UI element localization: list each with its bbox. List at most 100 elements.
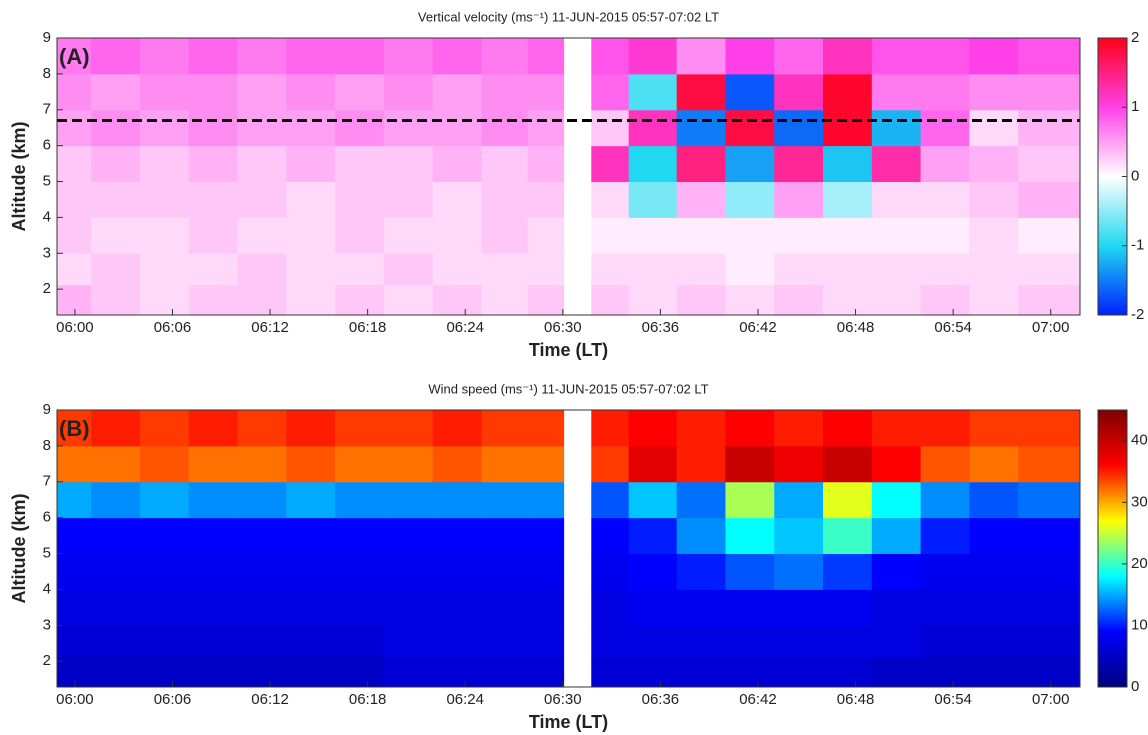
heatmap-cell [774,217,824,254]
heatmap-cell [725,481,775,519]
heatmap-cell [823,517,873,555]
heatmap-cell [481,410,529,447]
heatmap-cell [725,625,775,658]
heatmap-cell [591,217,630,254]
heatmap-cell [286,481,336,519]
heatmap-cell [871,481,922,519]
heatmap-cell [286,589,336,626]
heatmap-cell [91,253,141,286]
heatmap-cell [432,481,482,519]
heatmap-cell [1018,181,1081,218]
heatmap-cell [527,481,565,519]
heatmap-cell [237,181,287,218]
heatmap-cell [920,445,970,483]
heatmap-cell [920,217,970,254]
heatmap-cell [335,589,385,626]
heatmap-cell [527,517,565,555]
heatmap-cell [1018,253,1081,286]
heatmap-cell [335,481,385,519]
heatmap-cell [432,553,482,590]
heatmap-cell [139,145,190,183]
heatmap-cell [527,445,565,483]
colorbar-tick-label: 10 [1131,616,1148,633]
heatmap-cell [676,553,726,590]
heatmap-cell [432,73,482,111]
heatmap-cell [969,625,1019,658]
heatmap-cell [335,181,385,218]
heatmap-cell [527,181,565,218]
heatmap-cell [383,284,434,316]
heatmap-cell [481,217,529,254]
x-tick-label: 06:00 [56,691,94,708]
heatmap-cell [139,284,190,316]
heatmap-cell [432,253,482,286]
heatmap-cell [1018,445,1081,483]
heatmap-cell [432,410,482,447]
heatmap-cell [237,481,287,519]
heatmap-cell [969,517,1019,555]
heatmap-cell [139,481,190,519]
heatmap-cell [237,253,287,286]
heatmap-cell [676,145,726,183]
y-tick-label: 4 [43,580,51,597]
x-tick-label: 06:06 [154,691,192,708]
heatmap-cell [969,109,1019,147]
heatmap-cell [91,109,141,147]
heatmap-cell [139,625,190,658]
heatmap-cell [628,625,678,658]
y-tick-label: 5 [43,172,51,189]
heatmap-cell [591,625,630,658]
heatmap-cell [774,145,824,183]
heatmap-cell [823,481,873,519]
heatmap-cell [481,656,529,688]
heatmap-cell [481,445,529,483]
heatmap-cell [591,517,630,555]
heatmap-cell [527,38,565,75]
heatmap-cell [286,217,336,254]
heatmap-cell [871,625,922,658]
heatmap-cell [139,517,190,555]
x-tick-label: 07:00 [1032,319,1070,336]
heatmap-cell [383,181,434,218]
x-tick-label: 06:24 [446,319,484,336]
heatmap-cell [1018,553,1081,590]
x-tick-label: 06:12 [251,691,289,708]
heatmap-cell [335,284,385,316]
heatmap-cell [871,589,922,626]
x-axis-label: Time (LT) [529,340,608,360]
x-tick-label: 06:48 [837,319,875,336]
heatmap-cell [286,553,336,590]
colorbar-tick-label: 0 [1131,167,1139,184]
heatmap-cell [57,410,92,447]
heatmap-cell [871,517,922,555]
heatmap-cell [286,181,336,218]
heatmap-cell [774,553,824,590]
heatmap-cell [527,656,565,688]
heatmap-cell [676,109,726,147]
panel-label: (B) [59,416,90,441]
heatmap-cell [823,625,873,658]
heatmap-cell [823,253,873,286]
heatmap-cell [591,253,630,286]
heatmap-cell [527,109,565,147]
heatmap-cell [628,145,678,183]
heatmap-cell [871,181,922,218]
heatmap-cell [823,145,873,183]
heatmap-cell [286,253,336,286]
heatmap-cell [676,517,726,555]
colorbar-tick-label: 20 [1131,555,1148,572]
heatmap-cell [676,656,726,688]
heatmap-cell [188,656,239,688]
heatmap-cell [591,109,630,147]
heatmap-cell [335,656,385,688]
heatmap-cell [628,217,678,254]
heatmap-cell [676,253,726,286]
heatmap-cell [969,445,1019,483]
panel-label: (A) [59,44,90,69]
heatmap-cell [591,481,630,519]
heatmap-cell [774,410,824,447]
y-tick-label: 7 [43,473,51,490]
heatmap-cell [920,589,970,626]
heatmap-cell [237,445,287,483]
